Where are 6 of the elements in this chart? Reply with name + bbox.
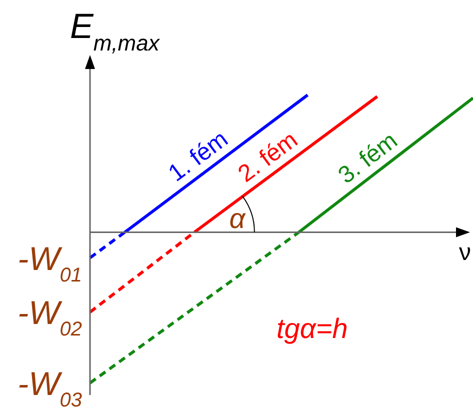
annotation: α — [229, 203, 246, 234]
x-axis-title: ν — [459, 239, 471, 266]
text: 1. fém — [164, 126, 234, 188]
annotation: tgα=h — [276, 313, 348, 344]
text: 3. fém — [333, 127, 403, 190]
text: 2. fém — [233, 126, 303, 188]
